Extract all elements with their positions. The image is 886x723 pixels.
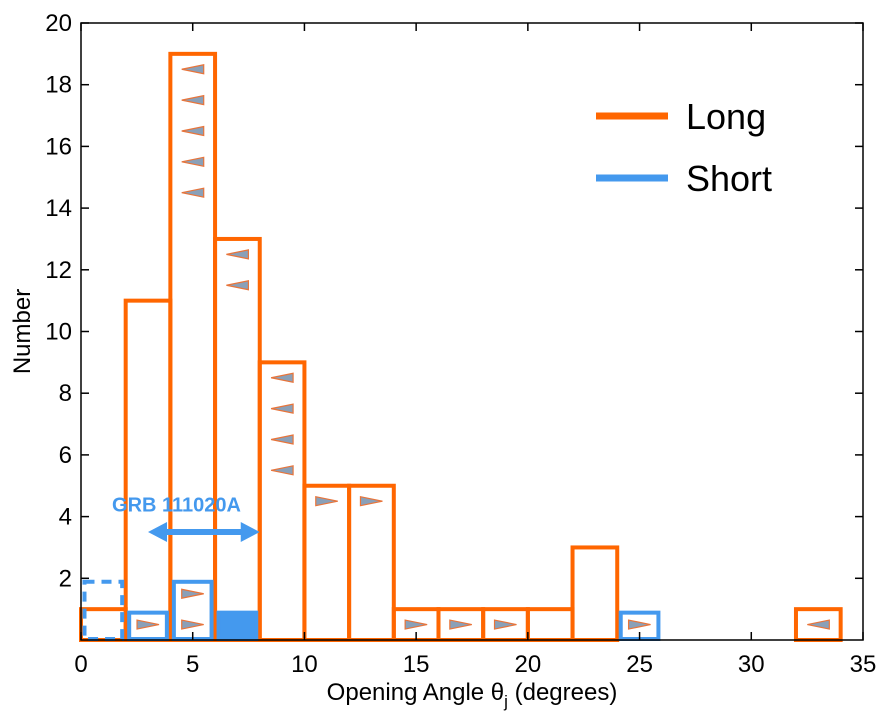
x-axis-label-suffix: (degrees)	[508, 679, 617, 706]
y-tick-label: 6	[59, 442, 72, 469]
x-tick-label: 25	[626, 651, 653, 678]
x-tick-label: 10	[291, 651, 318, 678]
legend: Long Short	[596, 96, 772, 199]
legend-short-label: Short	[686, 158, 772, 199]
x-axis-label-main: Opening Angle θ	[327, 679, 504, 706]
x-axis-label: Opening Angle θj (degrees)	[327, 679, 618, 711]
y-tick-label: 18	[45, 72, 72, 99]
lower-limit-marker	[493, 619, 517, 630]
x-tick-label: 20	[515, 651, 542, 678]
short-lower-limit-marker	[627, 619, 651, 630]
long-bar	[213, 236, 262, 642]
short-bar	[171, 579, 214, 641]
long-bar	[123, 298, 173, 642]
upper-limit-marker	[181, 187, 205, 198]
y-axis-label: Number	[9, 289, 36, 374]
long-bar	[168, 51, 218, 643]
y-tick-label: 4	[59, 504, 72, 531]
annotation-arrow-right-head	[240, 522, 260, 543]
x-axis-label-subscript: j	[503, 692, 508, 711]
x-tick-label: 5	[186, 651, 199, 678]
x-tick-label: 15	[403, 651, 430, 678]
upper-limit-marker	[270, 403, 294, 414]
y-tick-label: 12	[45, 257, 72, 284]
long-series-bars	[79, 51, 843, 643]
short-bar	[216, 610, 259, 642]
upper-limit-marker	[181, 94, 205, 106]
x-tick-label: 35	[850, 651, 877, 678]
long-bar	[79, 607, 128, 643]
annotation-arrow-left-head	[148, 522, 168, 543]
long-bar	[570, 545, 620, 643]
short-bar	[82, 579, 125, 641]
y-tick-label: 16	[45, 133, 72, 160]
lower-limit-marker	[359, 495, 383, 507]
long-bar	[257, 360, 307, 642]
limit-markers	[136, 64, 830, 630]
upper-limit-marker	[181, 64, 205, 75]
legend-long-label: Long	[686, 96, 766, 137]
y-tick-label: 20	[45, 10, 72, 37]
upper-limit-marker	[226, 279, 249, 291]
long-bar	[525, 607, 575, 643]
y-tick-label: 2	[59, 565, 72, 592]
y-tick-label: 10	[45, 319, 72, 346]
lower-limit-marker	[404, 619, 428, 630]
x-tick-label: 30	[738, 651, 765, 678]
long-bar	[347, 483, 396, 642]
short-bar	[127, 610, 169, 642]
lower-limit-marker	[449, 619, 472, 630]
axis-ticks: 0 5 10 15 20 25 30 35 2 4 6 8 10 12 14 16 18 20	[45, 10, 876, 678]
upper-limit-marker	[270, 465, 294, 476]
long-bar	[302, 483, 352, 642]
upper-limit-marker	[226, 249, 249, 260]
y-tick-label: 8	[59, 380, 72, 407]
annotation-label: GRB 111020A	[112, 494, 241, 516]
short-lower-limit-marker	[181, 619, 204, 630]
upper-limit-marker	[181, 125, 205, 137]
upper-limit-marker	[270, 372, 294, 384]
upper-limit-marker	[181, 156, 205, 168]
upper-limit-marker	[270, 434, 294, 445]
short-lower-limit-marker	[181, 588, 204, 599]
x-tick-label: 0	[74, 651, 87, 678]
y-tick-label: 14	[45, 195, 72, 222]
grb-annotation: GRB 111020A	[112, 494, 260, 543]
lower-limit-marker	[315, 495, 338, 507]
short-lower-limit-marker	[136, 619, 160, 630]
upper-limit-marker	[807, 619, 830, 630]
